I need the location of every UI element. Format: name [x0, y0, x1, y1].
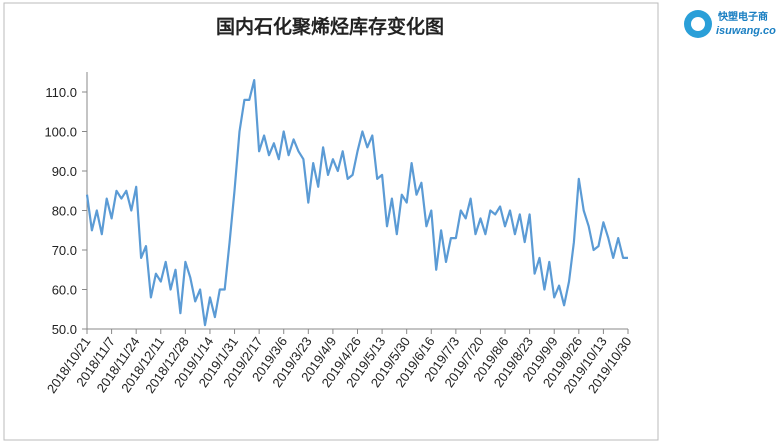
y-tick-label: 90.0	[52, 164, 77, 179]
y-tick-label: 110.0	[45, 85, 77, 100]
data-line	[85, 79, 628, 327]
y-tick-label: 50.0	[52, 322, 77, 337]
y-tick-label: 100.0	[44, 125, 77, 140]
chart-title: 国内石化聚烯烃库存变化图	[216, 15, 444, 38]
logo-url: isuwang.co	[716, 25, 776, 37]
logo-name: 快塑电子商	[717, 10, 768, 23]
logo: 快塑电子商 isuwang.co	[684, 10, 776, 38]
chart-frame	[3, 2, 659, 441]
logo-icon-inner	[691, 17, 705, 31]
y-tick-label: 80.0	[52, 204, 77, 219]
y-tick-label: 60.0	[52, 283, 77, 298]
y-tick-label: 70.0	[52, 243, 77, 258]
